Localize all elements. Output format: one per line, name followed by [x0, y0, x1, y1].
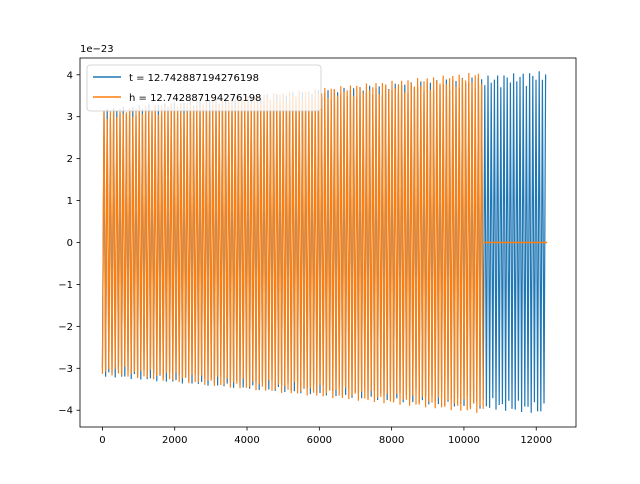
x-tick-label: 8000	[379, 435, 404, 446]
y-tick-label: −4	[58, 406, 73, 417]
y-offset-text: 1e−23	[80, 44, 114, 55]
x-tick-label: 12000	[520, 435, 552, 446]
legend-box	[86, 64, 322, 112]
y-tick-label: 0	[67, 238, 73, 249]
x-tick-label: 2000	[162, 435, 187, 446]
x-tick-label: 4000	[234, 435, 259, 446]
y-tick-label: −3	[58, 364, 73, 375]
y-tick-label: −1	[58, 280, 73, 291]
y-tick-label: 4	[67, 70, 73, 81]
y-tick-label: −2	[58, 322, 73, 333]
x-tick-label: 0	[99, 435, 105, 446]
legend: t = 12.742887194276198 h = 12.74288719427…	[86, 64, 322, 112]
y-tick-label: 2	[67, 154, 73, 165]
y-axis: −4 −3 −2 −1 0 1 2 3 4	[58, 70, 80, 417]
x-axis: 0 2000 4000 6000 8000 10000 12000	[99, 427, 552, 446]
legend-label: h = 12.742887194276198	[129, 93, 261, 104]
legend-label: t = 12.742887194276198	[129, 73, 259, 84]
y-tick-label: 3	[67, 112, 73, 123]
y-tick-label: 1	[67, 196, 73, 207]
x-tick-label: 6000	[307, 435, 332, 446]
x-tick-label: 10000	[448, 435, 480, 446]
